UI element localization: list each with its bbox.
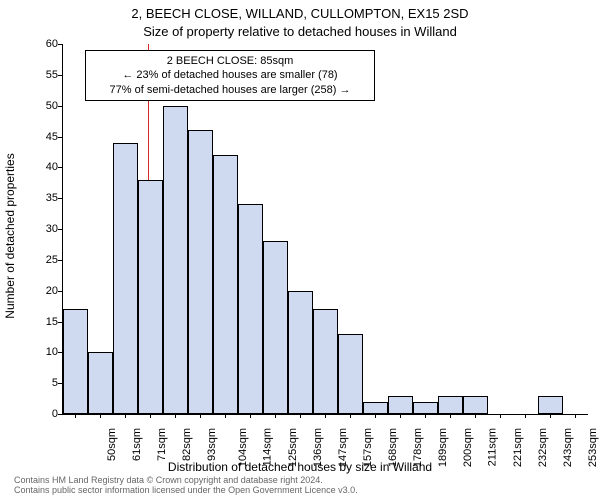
annotation-line1: 2 BEECH CLOSE: 85sqm [92,54,368,68]
x-tick-mark [375,414,376,418]
x-tick-label: 125sqm [287,428,299,467]
x-tick-mark [425,414,426,418]
x-tick-label: 221sqm [512,428,524,467]
x-tick-label: 178sqm [412,428,424,467]
y-tick-label: 60 [28,38,58,50]
x-axis-label: Distribution of detached houses by size … [0,460,600,474]
chart-container: 2, BEECH CLOSE, WILLAND, CULLOMPTON, EX1… [0,0,600,500]
x-tick-mark [550,414,551,418]
histogram-bar [413,402,438,414]
x-tick-label: 168sqm [387,428,399,467]
annotation-line3: 77% of semi-detached houses are larger (… [92,83,368,97]
histogram-bar [113,143,138,414]
y-tick-label: 5 [28,377,58,389]
x-tick-label: 147sqm [337,428,349,467]
y-tick-label: 0 [28,408,58,420]
x-tick-mark [300,414,301,418]
footer-line2: Contains public sector information licen… [14,486,358,496]
x-tick-mark [500,414,501,418]
annotation-line2: ← 23% of detached houses are smaller (78… [92,68,368,82]
histogram-bar [213,155,238,414]
x-tick-label: 200sqm [462,428,474,467]
histogram-bar [238,204,263,414]
y-tick-label: 25 [28,254,58,266]
x-tick-mark [400,414,401,418]
x-tick-label: 157sqm [362,428,374,467]
x-tick-label: 253sqm [587,428,599,467]
chart-title-main: 2, BEECH CLOSE, WILLAND, CULLOMPTON, EX1… [0,6,600,21]
x-tick-mark [200,414,201,418]
x-tick-label: 50sqm [106,428,118,461]
y-tick-mark [58,106,62,107]
x-tick-mark [175,414,176,418]
x-tick-mark [125,414,126,418]
x-tick-mark [450,414,451,418]
y-tick-label: 15 [28,316,58,328]
y-tick-mark [58,291,62,292]
y-tick-label: 30 [28,223,58,235]
histogram-bar [538,396,563,415]
x-tick-mark [575,414,576,418]
histogram-bar [438,396,463,415]
y-tick-mark [58,167,62,168]
y-tick-mark [58,383,62,384]
histogram-bar [138,180,163,414]
x-tick-label: 232sqm [537,428,549,467]
y-tick-mark [58,198,62,199]
x-tick-mark [225,414,226,418]
histogram-bar [163,106,188,414]
x-tick-mark [475,414,476,418]
histogram-bar [338,334,363,414]
x-tick-mark [250,414,251,418]
y-tick-label: 45 [28,131,58,143]
x-tick-label: 243sqm [562,428,574,467]
y-tick-mark [58,414,62,415]
histogram-bar [288,291,313,414]
x-tick-mark [75,414,76,418]
x-tick-label: 211sqm [486,428,498,466]
x-tick-mark [350,414,351,418]
x-tick-label: 189sqm [437,428,449,467]
y-tick-label: 35 [28,192,58,204]
y-tick-label: 50 [28,100,58,112]
histogram-bar [263,241,288,414]
y-tick-mark [58,75,62,76]
annotation-box: 2 BEECH CLOSE: 85sqm ← 23% of detached h… [85,50,375,101]
y-tick-label: 10 [28,346,58,358]
histogram-bar [388,396,413,415]
y-tick-mark [58,260,62,261]
x-tick-mark [275,414,276,418]
x-tick-mark [100,414,101,418]
x-tick-label: 136sqm [312,428,324,467]
y-tick-label: 20 [28,285,58,297]
y-axis-label: Number of detached properties [3,153,17,318]
histogram-bar [188,130,213,414]
x-tick-label: 71sqm [156,428,168,461]
y-tick-label: 40 [28,161,58,173]
y-tick-label: 55 [28,69,58,81]
chart-title-sub: Size of property relative to detached ho… [0,24,600,39]
x-tick-mark [325,414,326,418]
y-tick-mark [58,352,62,353]
histogram-bar [63,309,88,414]
x-tick-label: 61sqm [131,428,143,461]
x-tick-mark [525,414,526,418]
histogram-bar [88,352,113,414]
y-tick-mark [58,137,62,138]
x-tick-label: 93sqm [206,428,218,461]
y-tick-mark [58,44,62,45]
y-tick-mark [58,322,62,323]
x-tick-label: 104sqm [237,428,249,467]
x-tick-label: 82sqm [181,428,193,461]
histogram-bar [313,309,338,414]
y-tick-mark [58,229,62,230]
histogram-bar [363,402,388,414]
x-tick-mark [150,414,151,418]
histogram-bar [463,396,488,415]
x-tick-label: 114sqm [261,428,273,466]
footer-attribution: Contains HM Land Registry data © Crown c… [14,476,358,496]
